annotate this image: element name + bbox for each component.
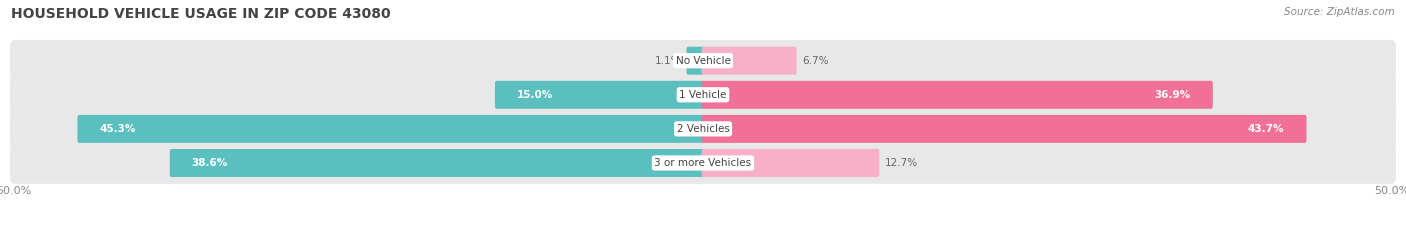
Text: 12.7%: 12.7% (884, 158, 918, 168)
Text: No Vehicle: No Vehicle (675, 56, 731, 66)
Text: 6.7%: 6.7% (803, 56, 828, 66)
Text: HOUSEHOLD VEHICLE USAGE IN ZIP CODE 43080: HOUSEHOLD VEHICLE USAGE IN ZIP CODE 4308… (11, 7, 391, 21)
Legend: Owner-occupied, Renter-occupied: Owner-occupied, Renter-occupied (589, 230, 817, 233)
FancyBboxPatch shape (77, 115, 704, 143)
FancyBboxPatch shape (10, 40, 1396, 82)
Text: 15.0%: 15.0% (517, 90, 553, 100)
FancyBboxPatch shape (170, 149, 704, 177)
Text: 2 Vehicles: 2 Vehicles (676, 124, 730, 134)
Text: Source: ZipAtlas.com: Source: ZipAtlas.com (1284, 7, 1395, 17)
FancyBboxPatch shape (495, 81, 704, 109)
Text: 38.6%: 38.6% (191, 158, 228, 168)
Text: 3 or more Vehicles: 3 or more Vehicles (654, 158, 752, 168)
FancyBboxPatch shape (10, 108, 1396, 150)
Text: 43.7%: 43.7% (1249, 124, 1285, 134)
FancyBboxPatch shape (702, 115, 1306, 143)
Text: 1.1%: 1.1% (654, 56, 681, 66)
FancyBboxPatch shape (702, 149, 879, 177)
FancyBboxPatch shape (686, 47, 704, 75)
FancyBboxPatch shape (702, 81, 1213, 109)
FancyBboxPatch shape (702, 47, 797, 75)
Text: 1 Vehicle: 1 Vehicle (679, 90, 727, 100)
FancyBboxPatch shape (10, 74, 1396, 116)
Text: 45.3%: 45.3% (100, 124, 136, 134)
Text: 36.9%: 36.9% (1154, 90, 1191, 100)
FancyBboxPatch shape (10, 142, 1396, 184)
